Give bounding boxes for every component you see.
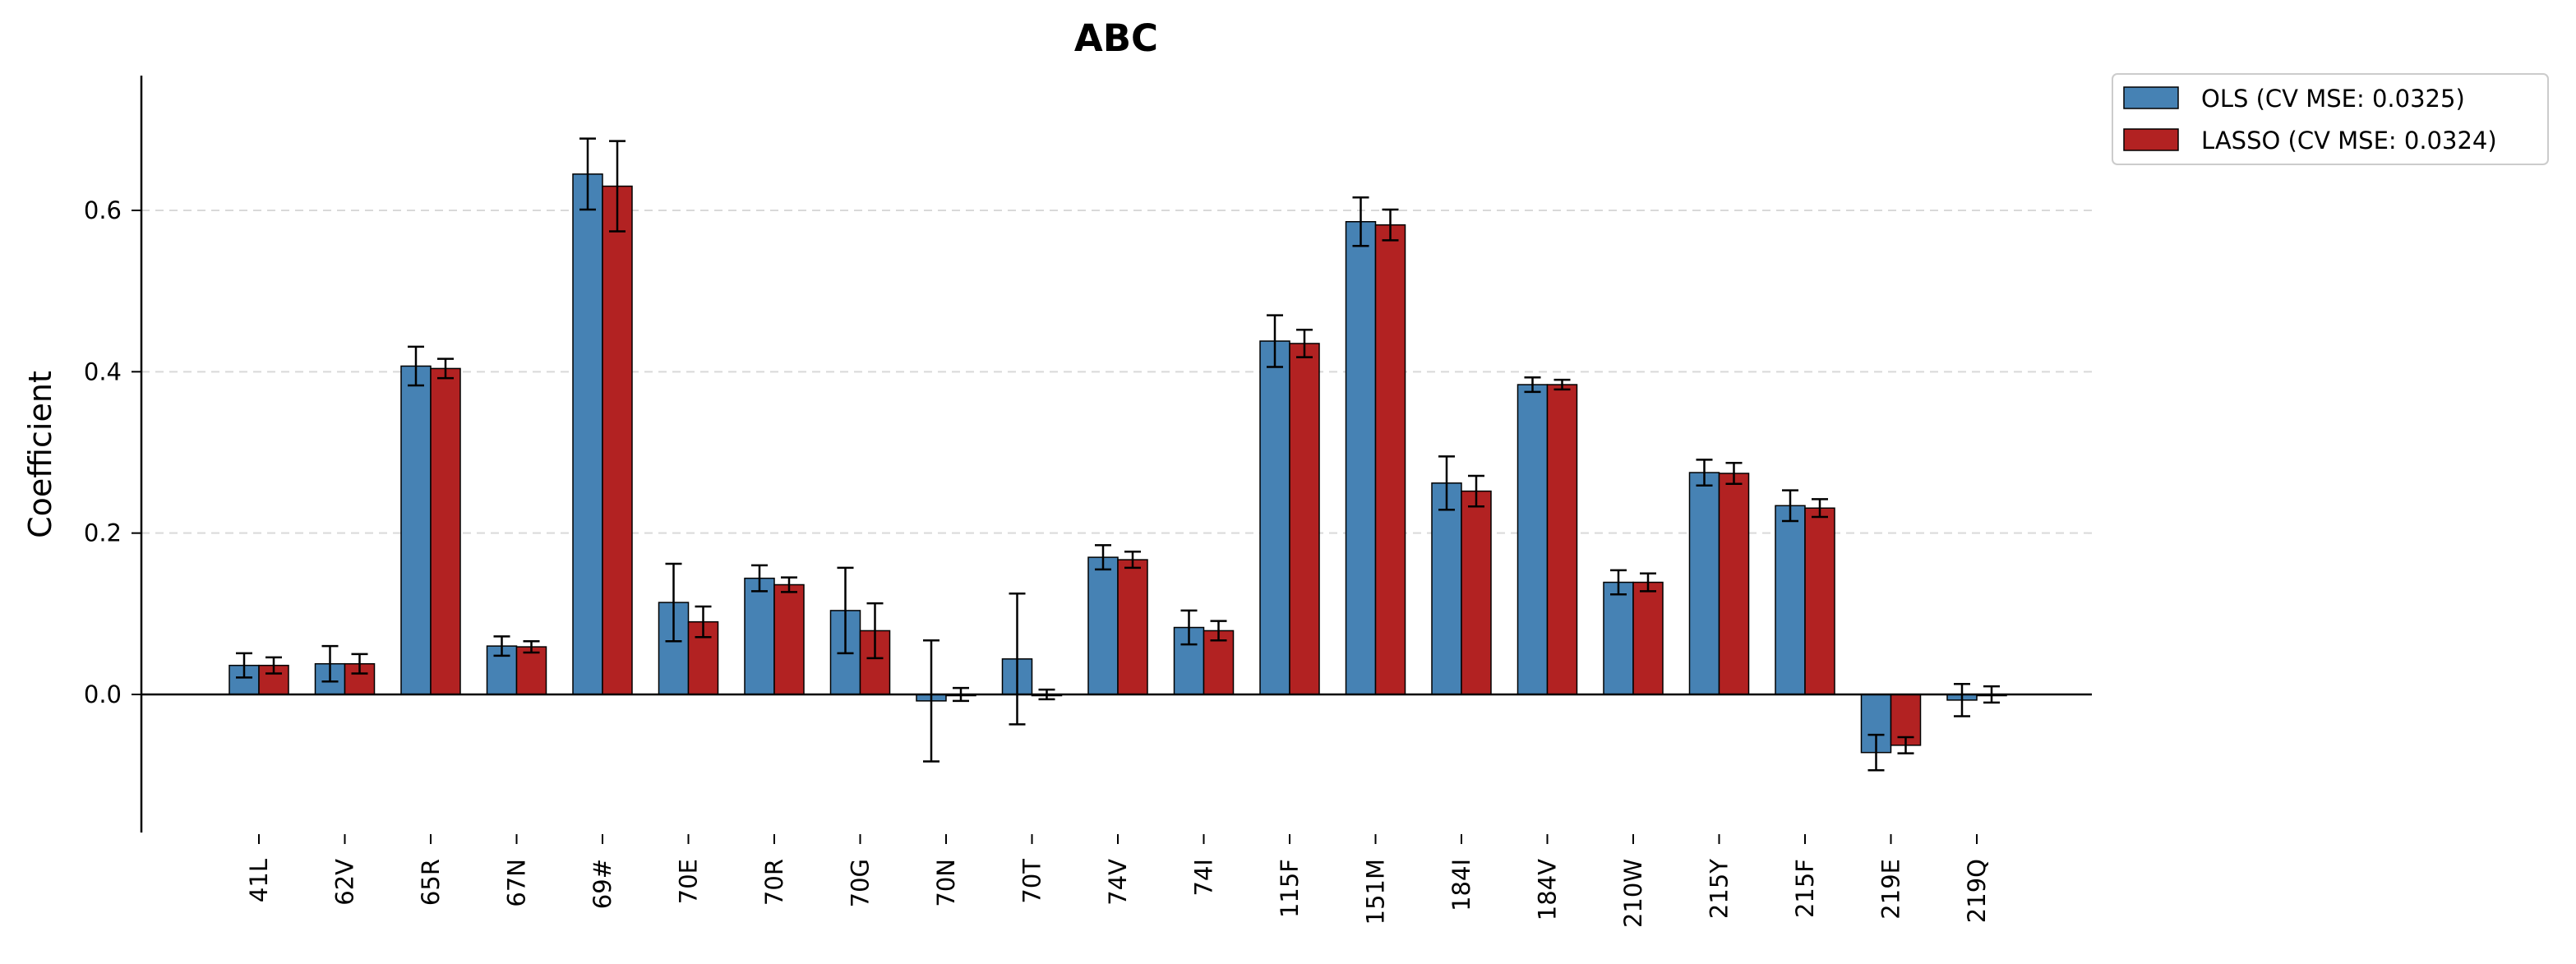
error-bars-layer [236, 137, 2000, 772]
legend-swatch-lasso [2123, 128, 2179, 151]
x-tick-label: 219E [1877, 859, 1905, 920]
x-tick-label: 151M [1362, 859, 1390, 925]
bar-lasso [515, 646, 547, 695]
bar-ols [1087, 556, 1119, 695]
x-tick-label: 184V [1534, 859, 1562, 920]
x-tick-label: 67N [503, 859, 531, 907]
bar-ols [1259, 340, 1290, 695]
y-tick-labels: 0.0 0.2 0.4 0.6 [84, 196, 141, 708]
bar-ols [400, 365, 432, 695]
bar-lasso [1718, 473, 1750, 695]
legend: OLS (CV MSE: 0.0325) LASSO (CV MSE: 0.03… [2112, 73, 2549, 165]
x-tick-labels: 41L 62V 65R 67N 69# 70E 70R 70G 70N 70T 74V 74I 115F… [245, 834, 1991, 928]
axes-layer [140, 76, 2092, 833]
legend-label-ols: OLS (CV MSE: 0.0325) [2201, 85, 2465, 113]
x-tick-label: 41L [245, 859, 273, 902]
x-tick-label: 70G [847, 859, 875, 907]
x-tick-label: 70E [675, 859, 703, 904]
bar-lasso [1289, 343, 1320, 695]
x-tick-label: 65R [417, 859, 445, 906]
y-tick-label: 0.0 [84, 680, 122, 708]
bar-lasso [1117, 559, 1148, 695]
bar-lasso [1374, 224, 1406, 695]
x-tick-label: 62V [331, 859, 359, 906]
x-tick-label: 74I [1190, 859, 1218, 896]
legend-label-lasso: LASSO (CV MSE: 0.0324) [2201, 127, 2497, 155]
x-tick-label: 70T [1018, 859, 1046, 904]
x-tick-label: 115F [1276, 859, 1304, 918]
y-tick-label: 0.4 [84, 357, 122, 385]
bar-ols [572, 173, 603, 695]
chart-title: ABC [1074, 16, 1158, 60]
legend-swatch-ols [2123, 86, 2179, 109]
bar-lasso [602, 185, 633, 695]
bar-lasso [1632, 581, 1664, 695]
x-tick-label: 69# [589, 859, 616, 909]
bar-ols [1345, 220, 1377, 695]
x-tick-label: 184I [1447, 859, 1475, 911]
x-tick-label: 70N [932, 859, 960, 907]
bar-ols [1603, 581, 1634, 695]
y-tick-label: 0.6 [84, 196, 122, 224]
x-tick-label: 215Y [1706, 859, 1733, 919]
bar-lasso [1804, 507, 1835, 695]
bar-lasso [773, 583, 805, 695]
bar-ols [1775, 505, 1806, 695]
x-tick-label: 210W [1619, 859, 1647, 928]
gridlines [141, 210, 2092, 534]
x-tick-label: 219Q [1963, 859, 1991, 923]
bar-ols [1431, 482, 1462, 695]
bar-ols [1517, 384, 1549, 695]
legend-frame [2112, 73, 2549, 165]
bar-ols [744, 577, 775, 695]
x-tick-label: 215F [1791, 859, 1819, 918]
bar-lasso [1461, 490, 1492, 695]
x-tick-label: 70R [760, 859, 788, 906]
bar-lasso [1546, 384, 1578, 695]
bar-ols [1688, 472, 1720, 695]
y-tick-label: 0.2 [84, 519, 122, 547]
x-tick-label: 74V [1104, 859, 1132, 906]
y-axis-label: Coefficient [22, 371, 58, 538]
bar-lasso [430, 367, 461, 695]
